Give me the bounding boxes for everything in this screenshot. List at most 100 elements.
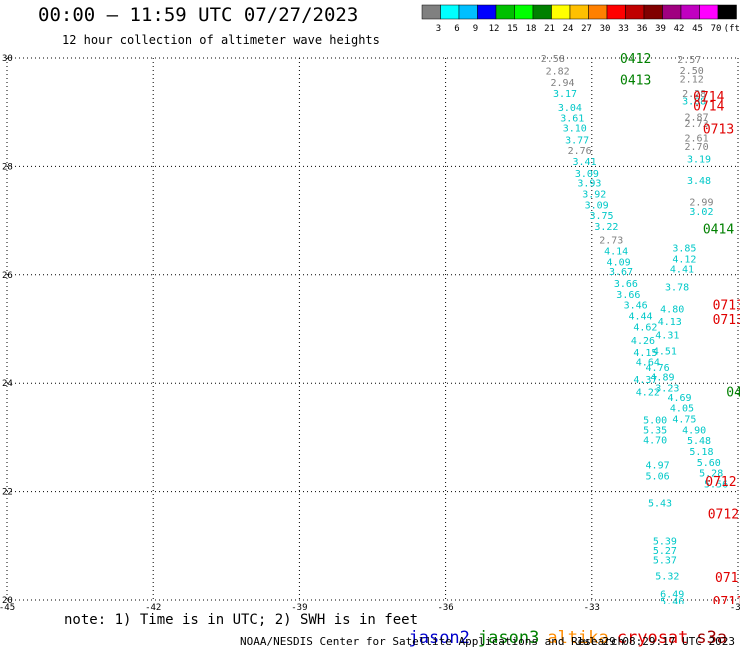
- pass-time-label: 0414: [703, 223, 734, 238]
- legend-swatch: [440, 4, 460, 20]
- wave-height-label: 2.82: [546, 66, 570, 77]
- legend-swatch: [421, 4, 441, 20]
- wave-height-label: 2.57: [677, 55, 701, 66]
- wave-height-label: 3.78: [665, 283, 689, 294]
- wave-height-label: 5.32: [655, 572, 679, 583]
- wave-height-label: 3.46: [624, 301, 648, 312]
- wave-height-label: 3.23: [655, 384, 679, 395]
- wave-height-label: 4.89: [650, 373, 674, 384]
- x-tick-label: -42: [145, 603, 161, 613]
- wave-height-label: 4.90: [682, 425, 706, 436]
- pass-time-label: 0714: [693, 90, 724, 105]
- pass-time-label: 0413: [620, 74, 651, 89]
- y-tick-label: 20: [2, 596, 13, 606]
- satellite-jason3: jason3: [477, 628, 540, 648]
- legend-label: (ft): [724, 24, 740, 34]
- legend-swatch: [699, 4, 719, 20]
- legend-swatch: [606, 4, 626, 20]
- data-marks: 2.582.822.943.17 3.043.613.103.772.763.41…: [541, 52, 740, 610]
- pass-time-label: 0711: [713, 595, 740, 610]
- legend-label: 42: [674, 24, 685, 34]
- wave-height-label: 4.76: [646, 363, 670, 374]
- y-tick-label: 28: [2, 162, 13, 172]
- wave-height-label: 2.12: [680, 75, 704, 86]
- wave-height-label: 4.37: [633, 375, 657, 386]
- y-tick-label: 22: [2, 488, 13, 498]
- wave-height-label: 4.44: [628, 311, 652, 322]
- wave-height-label: 5.46: [660, 597, 684, 608]
- wave-height-label: 3.17: [553, 89, 577, 100]
- wave-height-label: 5.27: [653, 546, 677, 557]
- wave-height-label: 3.92: [582, 190, 606, 201]
- wave-height-label: 3.67: [609, 267, 633, 278]
- pass-time-label: 0712: [708, 507, 739, 522]
- x-tick-label: -36: [437, 603, 453, 613]
- wave-height-label: 3.10: [563, 123, 587, 134]
- wave-height-label: 5.56: [704, 479, 728, 490]
- wave-height-label: 3.61: [560, 114, 584, 125]
- wave-height-label: 4.97: [646, 461, 670, 472]
- page-title: 00:00 — 11:59 UTC 07/27/2023: [38, 4, 359, 26]
- legend-label: 6: [454, 24, 459, 34]
- legend-label: 15: [507, 24, 518, 34]
- satellite-altika: altika: [547, 628, 609, 648]
- legend-label: 18: [526, 24, 537, 34]
- legend-swatch: [588, 4, 608, 20]
- legend-label: 45: [692, 24, 703, 34]
- wave-height-label: 3.48: [687, 176, 711, 187]
- legend-label: 9: [473, 24, 478, 34]
- legend-swatch: [458, 4, 478, 20]
- legend-swatch: [532, 4, 552, 20]
- legend-label: 39: [655, 24, 666, 34]
- wave-height-label: 2.28: [682, 89, 706, 100]
- wave-height-label: 3.66: [616, 290, 640, 301]
- wave-height-label: 4.62: [633, 322, 657, 333]
- wave-height-label: 4.41: [670, 264, 694, 275]
- footer-timestamp: Jul 29 08:29:17 UTC 2023: [576, 635, 735, 648]
- wave-height-label: 3.19: [687, 154, 711, 165]
- wave-height-label: 2.94: [551, 78, 575, 89]
- x-tick-label: -33: [584, 603, 600, 613]
- wave-height-label: 4.64: [636, 358, 660, 369]
- pass-time-label: 0711: [715, 571, 740, 586]
- legend-label: 27: [581, 24, 592, 34]
- wave-height-label: 4.12: [672, 255, 696, 266]
- wave-height-label: 2.73: [685, 119, 709, 130]
- wave-height-label: 2.73: [599, 236, 623, 247]
- wave-height-label: 5.00: [643, 416, 667, 427]
- wave-height-label: 2.58: [541, 54, 565, 65]
- legend-swatch: [662, 4, 682, 20]
- plot-area: 2.582.822.943.17 3.043.613.103.772.763.41…: [541, 52, 740, 610]
- wave-height-label: 2.70: [685, 142, 709, 153]
- legend-swatch: [625, 4, 645, 20]
- wave-height-label: 5.28: [699, 469, 723, 480]
- pass-time-label: 041: [726, 385, 740, 400]
- legend-swatch: [514, 4, 534, 20]
- satellite-cryosat: cryosat: [616, 628, 689, 648]
- wave-height-label: 5.48: [687, 436, 711, 447]
- legend-label: 12: [489, 24, 500, 34]
- wave-height-label: 4.26: [631, 336, 655, 347]
- wave-height-label: 4.15: [633, 348, 657, 359]
- wave-height-label: 4.09: [607, 257, 631, 268]
- legend-label: 33: [618, 24, 629, 34]
- satellite-s3a: s3a: [696, 628, 728, 648]
- wave-height-label: 4.31: [655, 330, 679, 341]
- legend-swatch: [551, 4, 571, 20]
- wave-height-label: 6.49: [660, 589, 684, 600]
- wave-height-label: 3.22: [594, 222, 618, 233]
- satellite-legend: jason2 jason3 altika cryosat s3a: [388, 608, 735, 648]
- wave-height-label: 3.09: [575, 169, 599, 180]
- wave-height-label: 2.61: [685, 134, 709, 145]
- x-tick-label: -39: [291, 603, 307, 613]
- wave-height-label: 3.75: [589, 211, 613, 222]
- wave-height-label: 2.76: [568, 146, 592, 157]
- wave-height-label: 4.05: [670, 404, 694, 415]
- pass-time-label: 0412: [620, 52, 651, 67]
- grid: [6, 57, 739, 601]
- wave-height-label: 5.43: [648, 498, 672, 509]
- wave-height-label: 4.80: [660, 304, 684, 315]
- y-tick-label: 26: [2, 271, 13, 281]
